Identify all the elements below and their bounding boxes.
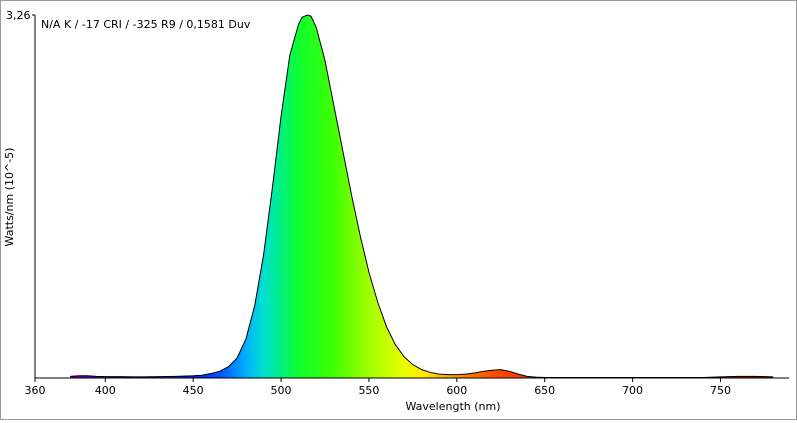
x-axis-label: Wavelength (nm) bbox=[405, 400, 500, 413]
x-tick-label-400: 400 bbox=[95, 384, 116, 397]
x-tick-label-650: 650 bbox=[534, 384, 555, 397]
x-tick-label-500: 500 bbox=[271, 384, 292, 397]
x-tick-label-700: 700 bbox=[622, 384, 643, 397]
y-axis-label: Watts/nm (10^-5) bbox=[3, 148, 16, 247]
y-tick-label-max: 3,26 bbox=[6, 9, 31, 22]
x-tick-label-360: 360 bbox=[25, 384, 46, 397]
x-tick-label-600: 600 bbox=[446, 384, 467, 397]
spectrum-line-0 bbox=[70, 14, 774, 379]
x-tick-label-750: 750 bbox=[710, 384, 731, 397]
chart-annotation: N/A K / -17 CRI / -325 R9 / 0,1581 Duv bbox=[41, 18, 251, 31]
x-tick-label-450: 450 bbox=[183, 384, 204, 397]
x-tick-label-550: 550 bbox=[358, 384, 379, 397]
spectrum-area-0 bbox=[70, 15, 774, 378]
